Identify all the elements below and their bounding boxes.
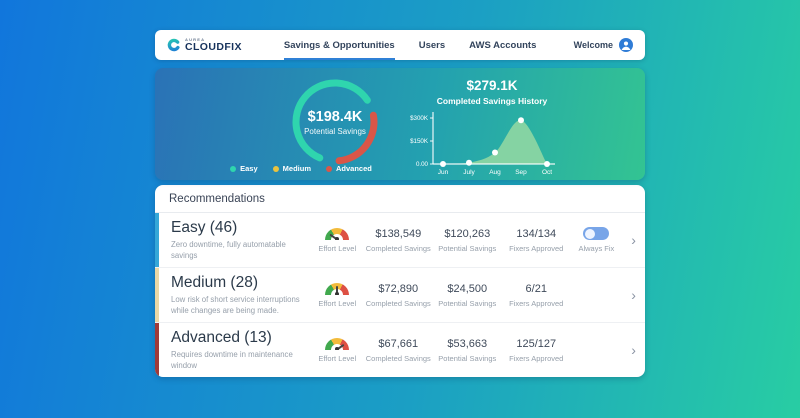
row-title: Medium (28) <box>171 273 258 291</box>
effort-gauge-icon <box>325 282 350 295</box>
always-fix-toggle[interactable] <box>583 227 610 240</box>
row-description: Requires downtime in maintenance window <box>171 349 293 370</box>
always-fix-label: Always Fix <box>578 244 615 253</box>
svg-text:$300K: $300K <box>410 115 429 122</box>
recommendation-row-medium[interactable]: Medium (28) Low risk of short service in… <box>155 268 645 323</box>
legend-dot <box>230 165 237 172</box>
legend-item-medium: Medium <box>272 164 311 173</box>
row-description: Low risk of short service interruptions … <box>171 294 300 315</box>
completed-savings-history: $279.1K Completed Savings History $300K $… <box>407 78 577 180</box>
completed-savings-stat: $138,549 <box>375 227 422 240</box>
donut-legend: Easy Medium Advanced <box>155 164 447 173</box>
brand-name: CLOUDFIX <box>185 40 242 53</box>
app-window: AUREA CLOUDFIX Savings & Opportunities U… <box>155 30 645 377</box>
potential-savings-donut-chart: $198.4K Potential Savings <box>289 76 381 168</box>
fixers-approved-stat: 125/127 <box>516 337 557 350</box>
row-description: Zero downtime, fully automatable savings <box>171 239 286 260</box>
main-nav: Savings & Opportunities Users AWS Accoun… <box>283 30 537 60</box>
potential-savings-label: Potential Savings <box>304 126 366 136</box>
completed-savings-stat-label: Completed Savings <box>365 243 431 253</box>
recommendations-title: Recommendations <box>155 185 645 213</box>
fixers-approved-stat: 6/21 <box>525 282 547 295</box>
completed-savings-value: $279.1K <box>466 78 518 93</box>
savings-history-area-chart: $300K $150K 0.00 Jun July Aug Sep Oct <box>410 112 555 176</box>
legend-item-advanced: Advanced <box>326 164 372 173</box>
cloudfix-logo[interactable]: AUREA CLOUDFIX <box>167 36 242 53</box>
svg-text:Oct: Oct <box>542 169 552 176</box>
potential-savings-stat: $24,500 <box>447 282 488 295</box>
legend-dot <box>272 165 279 172</box>
recommendation-row-easy[interactable]: Easy (46) Zero downtime, fully automatab… <box>155 213 645 268</box>
svg-text:Aug: Aug <box>489 169 501 176</box>
savings-summary-panel: $198.4K Potential Savings Easy Medium Adva… <box>155 68 645 180</box>
svg-text:July: July <box>463 169 475 176</box>
fixers-approved-stat-label: Fixers Approved <box>509 298 564 308</box>
fixers-approved-stat: 134/134 <box>516 227 557 240</box>
completed-savings-stat-label: Completed Savings <box>365 353 431 363</box>
svg-text:Sep: Sep <box>515 169 527 176</box>
potential-savings-value: $198.4K <box>307 108 363 125</box>
svg-text:$150K: $150K <box>410 138 429 145</box>
recommendation-row-advanced[interactable]: Advanced (13) Requires downtime in maint… <box>155 323 645 377</box>
row-title: Advanced (13) <box>171 328 272 346</box>
potential-savings-stat-label: Potential Savings <box>438 353 497 363</box>
legend-dot <box>326 165 332 172</box>
completed-savings-stat-label: Completed Savings <box>365 298 431 308</box>
effort-gauge-icon <box>325 227 350 240</box>
tab-savings-opportunities[interactable]: Savings & Opportunities <box>283 30 395 60</box>
row-chevron-icon[interactable]: › <box>631 342 636 358</box>
row-title: Easy (46) <box>171 218 238 236</box>
brand-small-text: AUREA <box>185 36 206 42</box>
potential-savings-stat-label: Potential Savings <box>438 298 497 308</box>
effort-level-label: Effort Level <box>318 243 357 253</box>
row-chevron-icon[interactable]: › <box>631 287 636 303</box>
fixers-approved-stat-label: Fixers Approved <box>509 243 564 253</box>
recommendations-card: Recommendations Easy (46) Zero downtime,… <box>155 185 645 377</box>
fixers-approved-stat-label: Fixers Approved <box>509 353 564 363</box>
completed-savings-stat: $67,661 <box>378 337 419 350</box>
effort-level-label: Effort Level <box>318 298 357 308</box>
user-avatar[interactable] <box>619 38 633 52</box>
top-bar: AUREA CLOUDFIX Savings & Opportunities U… <box>155 30 645 60</box>
tab-users[interactable]: Users <box>418 39 446 51</box>
completed-savings-stat: $72,890 <box>378 282 419 295</box>
effort-gauge-icon <box>325 337 350 350</box>
welcome-label: Welcome <box>573 40 613 50</box>
row-chevron-icon[interactable]: › <box>631 232 636 248</box>
tab-aws-accounts[interactable]: AWS Accounts <box>469 39 537 51</box>
cloudfix-logo-icon <box>167 38 181 52</box>
potential-savings-stat: $120,263 <box>444 227 491 240</box>
potential-savings-stat-label: Potential Savings <box>438 243 497 253</box>
svg-text:Jun: Jun <box>438 169 449 176</box>
effort-level-label: Effort Level <box>318 353 357 363</box>
svg-text:0.00: 0.00 <box>416 161 429 168</box>
legend-item-easy: Easy <box>230 164 258 173</box>
completed-savings-title: Completed Savings History <box>436 96 548 106</box>
potential-savings-stat: $53,663 <box>447 337 488 350</box>
